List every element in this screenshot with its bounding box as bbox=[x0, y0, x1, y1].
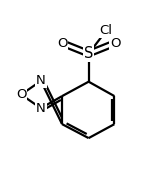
Text: O: O bbox=[110, 37, 120, 50]
Text: Cl: Cl bbox=[100, 24, 113, 37]
Text: S: S bbox=[84, 46, 93, 61]
Text: O: O bbox=[16, 88, 26, 101]
Text: N: N bbox=[36, 74, 46, 88]
Text: N: N bbox=[36, 102, 46, 115]
Text: O: O bbox=[57, 37, 67, 50]
